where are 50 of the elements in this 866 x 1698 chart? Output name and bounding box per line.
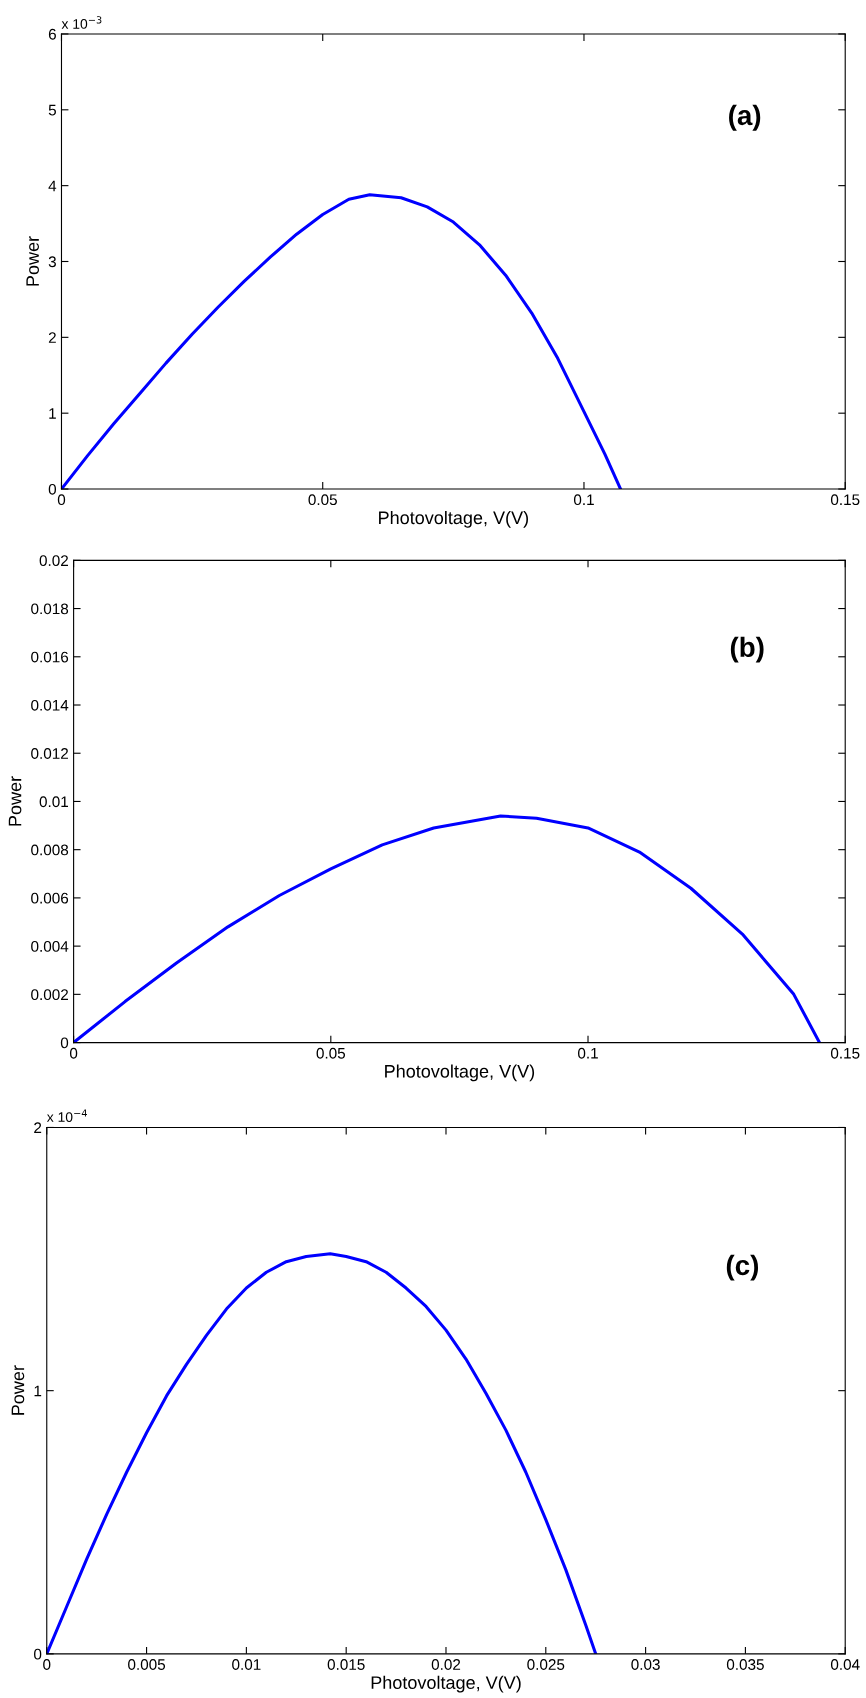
y-tick-label: 1 [34,1385,42,1397]
y-tick-label: 4 [48,180,57,192]
x-tick-label: 0.03 [631,1659,660,1670]
y-tick-label: 0 [60,1037,69,1049]
y-tick-label: 0.004 [31,940,69,952]
x-axis-title: Photovoltage, V(V) [379,510,529,528]
x-tick-label: 0.15 [830,1047,860,1059]
y-tick-label: 0.018 [31,603,69,615]
y-axis-title: Power [11,1365,25,1415]
x-tick-label: 0.1 [573,494,594,506]
y-tick-label: 6 [48,28,56,40]
y-tick-label: 0.02 [39,555,68,567]
x-tick-label: 0.05 [308,494,337,506]
y-tick-label: 0.006 [31,892,69,904]
annotation: (c) [726,1254,759,1281]
y-tick-label: 0.002 [31,989,68,1001]
line-series [61,193,623,490]
x-tick-label: 0.035 [726,1659,764,1670]
text: x 10$^{−3}$ [61,16,102,29]
y-tick-label: 0.008 [31,844,69,856]
y-tick-label: 0.01 [39,796,69,808]
x-axis-title: Photovoltage, V(V) [385,1064,535,1082]
y-axis-title: Power [8,776,22,826]
x-tick-label: 0.01 [232,1659,261,1670]
y-tick-label: 3 [48,256,56,268]
x-tick-label: 0.04 [830,1659,860,1670]
x-tick-label: 0.05 [316,1047,346,1059]
y-tick-label: 0 [34,1648,42,1660]
y-tick-label: 2 [34,1122,42,1134]
annotation: (b) [730,636,764,663]
text: x 10$^{−4}$ [46,1109,87,1122]
x-tick-label: 0.025 [527,1659,565,1670]
y-tick-label: 0.012 [31,748,68,759]
y-tick-label: 0 [48,483,57,495]
line-series [46,1252,598,1654]
y-axis-title: Power [26,236,39,286]
x-tick-label: 0.005 [128,1659,166,1670]
y-tick-label: 1 [49,408,56,419]
y-tick-label: 0.014 [31,699,69,711]
x-tick-label: 0.15 [830,494,860,506]
x-tick-label: 0.02 [431,1659,461,1670]
x-tick-label: 0.015 [327,1659,365,1670]
y-tick-label: 0.016 [31,651,69,663]
annotation: (a) [729,104,761,131]
x-tick-label: 0.1 [577,1047,598,1059]
y-tick-label: 2 [48,332,56,343]
x-tick-label: 0 [69,1047,78,1059]
line-series [73,814,822,1043]
y-tick-label: 5 [48,104,56,116]
x-axis-title: Photovoltage, V(V) [371,1675,521,1693]
